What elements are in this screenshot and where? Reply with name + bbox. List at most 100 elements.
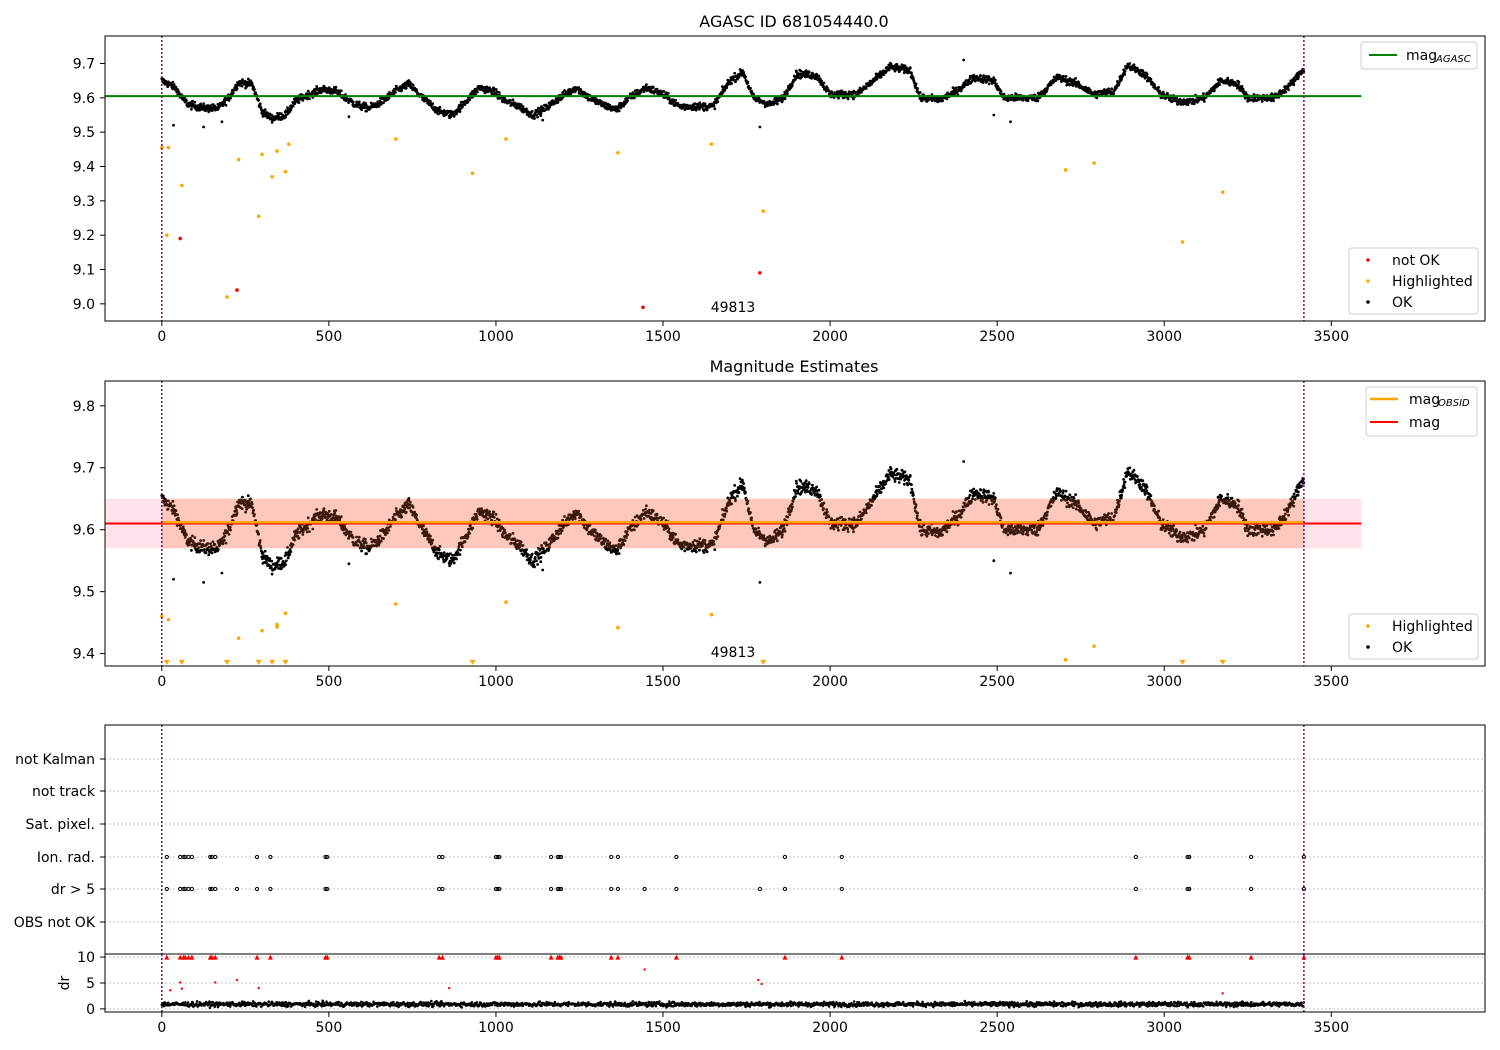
ok-point [1149,77,1153,81]
agasc-magnitude-panel: AGASC ID 681054440.0 0 500 1000 1500 2000 250… [73,12,1486,345]
ok-point [468,98,471,102]
ok-point [606,539,610,543]
x-tick-label: 0 [157,674,166,690]
ok-point [830,91,834,94]
x-tick-label: 1000 [478,674,514,690]
ok-point [382,537,385,540]
ok-point [645,83,648,86]
ok-point [171,80,175,84]
ok-point [723,512,727,516]
ok-point [463,103,467,106]
ok-point [202,125,206,129]
ok-point [257,98,260,102]
ok-point [251,506,254,510]
ok-point [712,540,715,543]
ok-point [286,556,290,560]
ok-point [463,540,467,544]
ok-point [882,486,886,490]
ok-point [229,96,233,100]
ok-point [730,502,734,506]
ok-point [625,530,629,534]
ok-point [617,552,621,555]
legend-label-subscript: AGASC [1435,54,1471,65]
ok-point [1237,80,1241,84]
ok-point [804,479,808,483]
ok-point [257,532,260,536]
ok-point [744,490,747,494]
ok-point [458,110,462,113]
ok-point [293,538,297,542]
ok-point [321,517,324,520]
ok-point [245,507,249,511]
highlighted-point [225,295,229,299]
highlighted-point [1180,240,1185,244]
ok-point [291,543,295,546]
ok-point [286,106,289,109]
ok-point [705,550,709,554]
legend-label: Highlighted [1392,274,1473,290]
ok-point [723,515,727,518]
ok-point [404,510,408,514]
ok-point [369,537,373,541]
highlighted-point [260,152,264,157]
ok-point [253,88,256,91]
ok-point [703,102,707,106]
agasc-legend-points: not OK Highlighted OK [1348,247,1479,315]
ok-point [347,115,351,119]
ok-point [185,99,188,103]
ok-point [820,79,823,83]
ok-point [494,88,498,91]
ok-point [519,540,523,544]
ok-point [314,518,317,521]
ok-point [518,545,522,548]
ok-point [415,88,418,92]
ok-point [241,495,244,499]
ok-point [508,533,512,536]
ok-point [786,515,790,519]
ok-point [280,566,284,570]
ok-point [822,81,826,85]
ok-point [734,499,737,503]
ok-point [530,552,534,556]
ok-point [560,529,564,533]
ok-point [914,82,918,86]
highlighted-point [286,142,291,146]
ok-point [602,542,606,546]
ok-point [864,511,868,515]
ok-point [571,518,574,521]
ok-point [623,539,627,542]
ok-point [776,539,779,543]
ok-point [191,99,194,103]
y-tick-label: 9.1 [73,262,95,278]
ok-point [744,75,747,79]
ok-point [694,550,698,554]
ok-point [746,80,750,84]
ok-point [306,89,310,93]
ok-point [430,541,434,545]
ok-point [662,89,665,93]
ok-point [204,551,208,554]
ok-point [638,92,641,96]
ok-point [365,109,368,113]
ok-point [211,540,215,544]
ok-point [442,551,446,554]
ok-point [492,86,496,90]
ok-point [736,494,739,498]
agasc-legend-line: mag AGASC [1360,41,1478,70]
ok-point [626,99,629,103]
ok-point [394,507,398,510]
highlighted-point [256,214,261,219]
ok-point [297,536,301,540]
ok-point [674,98,677,102]
ok-point [175,524,179,527]
ok-point [301,530,305,534]
ok-point [411,505,415,509]
ok-point [541,118,545,122]
ok-point [667,527,671,531]
ok-point [887,68,891,72]
ok-point [227,99,231,102]
ok-point [475,518,479,521]
ok-point [364,538,367,541]
ok-point [671,536,675,539]
